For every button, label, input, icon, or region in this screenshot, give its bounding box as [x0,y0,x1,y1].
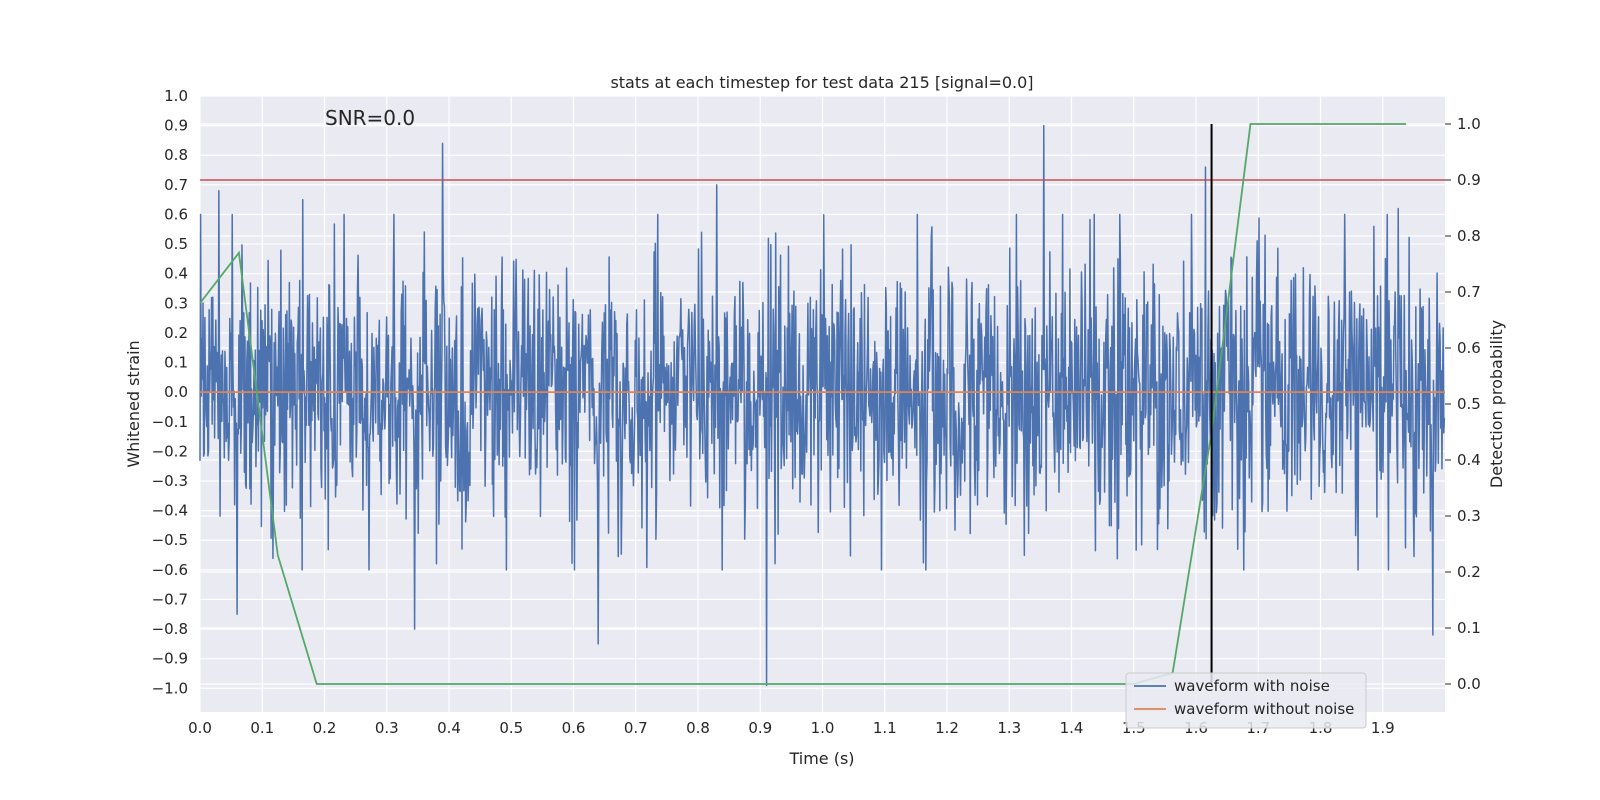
y-tick-label: 0.5 [164,235,188,253]
y-tick-label: −0.8 [152,620,188,638]
series-detection-probability [199,123,1407,685]
y2-tick-label: 0.9 [1457,171,1481,189]
y2-tick-label: 0.6 [1457,339,1481,357]
x-tick-label: 0.8 [686,719,710,737]
x-tick-label: 0.5 [499,719,523,737]
y2-tick-label: 0.8 [1457,227,1481,245]
x-tick-label: 0.0 [188,719,212,737]
y2-tick-label: 0.0 [1457,675,1481,693]
x-tick-label: 1.9 [1371,719,1395,737]
y-tick-label: 0.0 [164,383,188,401]
y-tick-label: −0.1 [152,413,188,431]
series-waveform-with-noise [199,124,1446,687]
y-tick-label: −0.7 [152,590,188,608]
y2-tick-label: 0.2 [1457,563,1481,581]
x-tick-label: 1.3 [997,719,1021,737]
x-tick-label: 0.1 [250,719,274,737]
y-tick-label: −0.5 [152,531,188,549]
x-tick-label: 1.1 [873,719,897,737]
y-tick-label: 0.1 [164,354,188,372]
x-tick-label: 0.3 [375,719,399,737]
legend-entry-clean: waveform without noise [1174,700,1354,718]
y-tick-label: −0.6 [152,561,188,579]
y-tick-label: 0.4 [164,265,188,283]
y2-axis-label: Detection probability [1487,320,1506,488]
y2-tick-label: 0.4 [1457,451,1481,469]
y-tick-label: −0.2 [152,442,188,460]
y-tick-label: 0.7 [164,176,188,194]
x-tick-label: 1.4 [1060,719,1084,737]
x-tick-label: 0.2 [313,719,337,737]
y-tick-label: 0.6 [164,205,188,223]
y-tick-label: −0.4 [152,502,188,520]
y2-tick-label: 0.7 [1457,283,1481,301]
series-layer [199,123,1446,687]
x-tick-label: 0.9 [748,719,772,737]
x-axis-label: Time (s) [788,749,854,768]
x-tick-label: 0.4 [437,719,461,737]
x-tick-label: 1.2 [935,719,959,737]
grid [199,95,1445,712]
x-tick-label: 1.0 [811,719,835,737]
y-tick-label: −0.3 [152,472,188,490]
y-axis-right: 1.0 0.9 0.8 0.7 0.6 0.5 0.4 0.3 0.2 0.1 0.0 [1445,115,1481,693]
y-tick-label: 0.9 [164,117,188,135]
y2-tick-label: 0.1 [1457,619,1481,637]
snr-annotation: SNR=0.0 [325,106,415,130]
legend-entry-noise: waveform with noise [1174,677,1330,695]
y-tick-label: 0.2 [164,324,188,342]
x-tick-label: 0.6 [562,719,586,737]
y-tick-label: −1.0 [152,679,188,697]
x-tick-label: 0.7 [624,719,648,737]
y-axis-label: Whitened strain [124,340,143,467]
y2-tick-label: 0.3 [1457,507,1481,525]
legend-box [1125,672,1367,729]
y-tick-label: 1.0 [164,87,188,105]
legend: waveform with noise waveform without noi… [1125,672,1367,729]
y-axis-left: 1.0 0.9 0.8 0.7 0.6 0.5 0.4 0.3 0.2 0.1 0.0 −0.1 −0.… [152,87,188,697]
y2-tick-label: 1.0 [1457,115,1481,133]
y2-tick-label: 0.5 [1457,395,1481,413]
y-tick-label: 0.8 [164,146,188,164]
chart-title: stats at each timestep for test data 215… [610,73,1033,92]
y-tick-label: −0.9 [152,650,188,668]
y-tick-label: 0.3 [164,294,188,312]
